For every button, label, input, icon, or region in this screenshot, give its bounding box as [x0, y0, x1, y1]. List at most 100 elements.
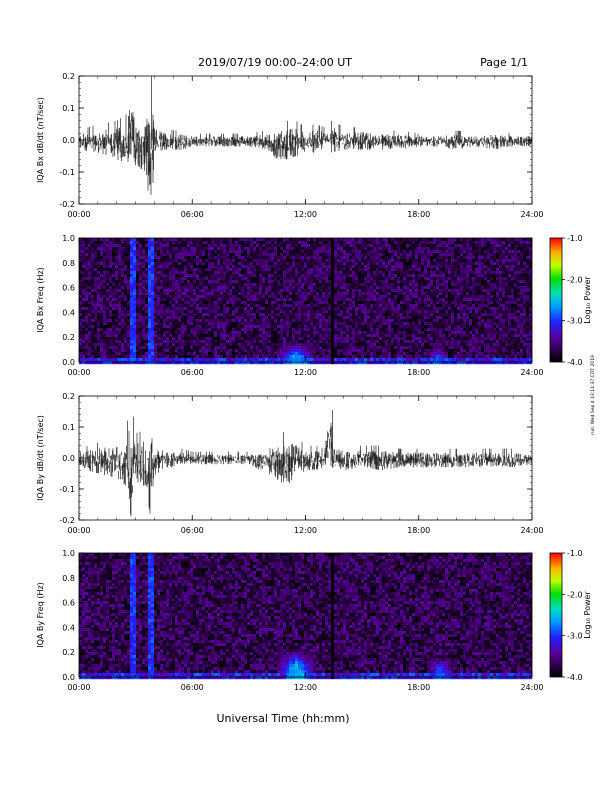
- spectrogram-cell: [238, 283, 242, 287]
- spectrogram-cell: [214, 310, 218, 314]
- spectrogram-cell: [136, 331, 140, 335]
- spectrogram-cell: [292, 262, 296, 266]
- spectrogram-cell: [223, 280, 227, 284]
- spectrogram-cell: [187, 295, 191, 299]
- spectrogram-cell: [274, 244, 278, 248]
- spectrogram-cell: [229, 289, 233, 293]
- spectrogram-cell: [310, 268, 314, 272]
- spectrogram-cell: [343, 241, 347, 245]
- spectrogram-cell: [346, 340, 350, 344]
- spectrogram-cell: [205, 340, 209, 344]
- spectrogram-cell: [127, 283, 131, 287]
- spectrogram-cell: [136, 337, 140, 341]
- spectrogram-cell: [355, 265, 359, 269]
- spectrogram-cell: [337, 289, 341, 293]
- spectrogram-cell: [91, 349, 95, 353]
- spectrogram-cell: [232, 331, 236, 335]
- spectrogram-cell: [286, 244, 290, 248]
- spectrogram-cell: [298, 316, 302, 320]
- spectrogram-cell: [277, 238, 281, 242]
- spectrogram-cell: [91, 265, 95, 269]
- x-tick-label: 12:00: [294, 210, 317, 219]
- spectrogram-cell: [160, 307, 164, 311]
- spectrogram-cell: [358, 298, 362, 302]
- spectrogram-cell: [145, 265, 149, 269]
- spectrogram-cell: [244, 286, 248, 290]
- spectrogram-cell: [319, 247, 323, 251]
- spectrogram-cell: [352, 247, 356, 251]
- spectrogram-cell: [166, 271, 170, 275]
- spectrogram-cell: [217, 331, 221, 335]
- spectrogram-cell: [79, 238, 83, 242]
- spectrogram-cell: [355, 337, 359, 341]
- spectrogram-cell: [256, 352, 260, 356]
- spectrogram-cell: [217, 334, 221, 338]
- spectrogram-cell: [133, 334, 137, 338]
- spectrogram-cell: [304, 265, 308, 269]
- spectrogram-cell: [262, 298, 266, 302]
- spectrogram-cell: [313, 247, 317, 251]
- spectrogram-cell: [343, 343, 347, 347]
- spectrogram-cell: [238, 277, 242, 281]
- spectrogram-cell: [295, 337, 299, 341]
- spectrogram-cell: [205, 298, 209, 302]
- spectrogram-cell: [319, 337, 323, 341]
- spectrogram-cell: [154, 346, 158, 350]
- spectrogram-cell: [166, 268, 170, 272]
- spectrogram-cell: [310, 334, 314, 338]
- spectrogram-cell: [133, 292, 137, 296]
- spectrogram-cell: [283, 265, 287, 269]
- spectrogram-cell: [349, 277, 353, 281]
- spectrogram-cell: [148, 280, 152, 284]
- spectrogram-cell: [112, 310, 116, 314]
- spectrogram-cell: [208, 268, 212, 272]
- spectrogram-cell: [121, 271, 125, 275]
- spectrogram-cell: [118, 355, 122, 359]
- spectrogram-cell: [319, 361, 323, 365]
- spectrogram-cell: [211, 271, 215, 275]
- spectrogram-cell: [328, 361, 332, 365]
- spectrogram-cell: [289, 352, 293, 356]
- spectrogram-cell: [298, 286, 302, 290]
- spectrogram-cell: [133, 304, 137, 308]
- spectrogram-cell: [151, 313, 155, 317]
- spectrogram-cell: [301, 256, 305, 260]
- spectrogram-cell: [154, 253, 158, 257]
- spectrogram-cell: [97, 340, 101, 344]
- spectrogram-cell: [358, 253, 362, 257]
- spectrogram-cell: [130, 340, 134, 344]
- spectrogram-cell: [166, 238, 170, 242]
- spectrogram-cell: [298, 268, 302, 272]
- spectrogram-cell: [262, 337, 266, 341]
- spectrogram-cell: [109, 337, 113, 341]
- spectrogram-cell: [340, 322, 344, 326]
- spectrogram-cell: [205, 328, 209, 332]
- spectrogram-cell: [331, 259, 335, 263]
- spectrogram-cell: [109, 283, 113, 287]
- spectrogram-cell: [217, 349, 221, 353]
- spectrogram-cell: [103, 277, 107, 281]
- spectrogram-cell: [307, 358, 311, 362]
- spectrogram-cell: [205, 319, 209, 323]
- spectrogram-cell: [184, 241, 188, 245]
- spectrogram-cell: [241, 295, 245, 299]
- spectrogram-cell: [208, 343, 212, 347]
- spectrogram-cell: [268, 331, 272, 335]
- spectrogram-cell: [313, 274, 317, 278]
- spectrogram-cell: [307, 238, 311, 242]
- spectrogram-cell: [193, 301, 197, 305]
- spectrogram-cell: [289, 295, 293, 299]
- spectrogram-cell: [313, 358, 317, 362]
- spectrogram-cell: [136, 286, 140, 290]
- spectrogram-cell: [319, 292, 323, 296]
- spectrogram-cell: [295, 316, 299, 320]
- spectrogram-cell: [115, 292, 119, 296]
- spectrogram-cell: [334, 283, 338, 287]
- spectrogram-cell: [241, 289, 245, 293]
- spectrogram-cell: [232, 361, 236, 365]
- spectrogram-cell: [322, 313, 326, 317]
- spectrogram-cell: [241, 271, 245, 275]
- spectrogram-cell: [226, 310, 230, 314]
- spectrogram-cell: [268, 292, 272, 296]
- spectrogram-cell: [247, 253, 251, 257]
